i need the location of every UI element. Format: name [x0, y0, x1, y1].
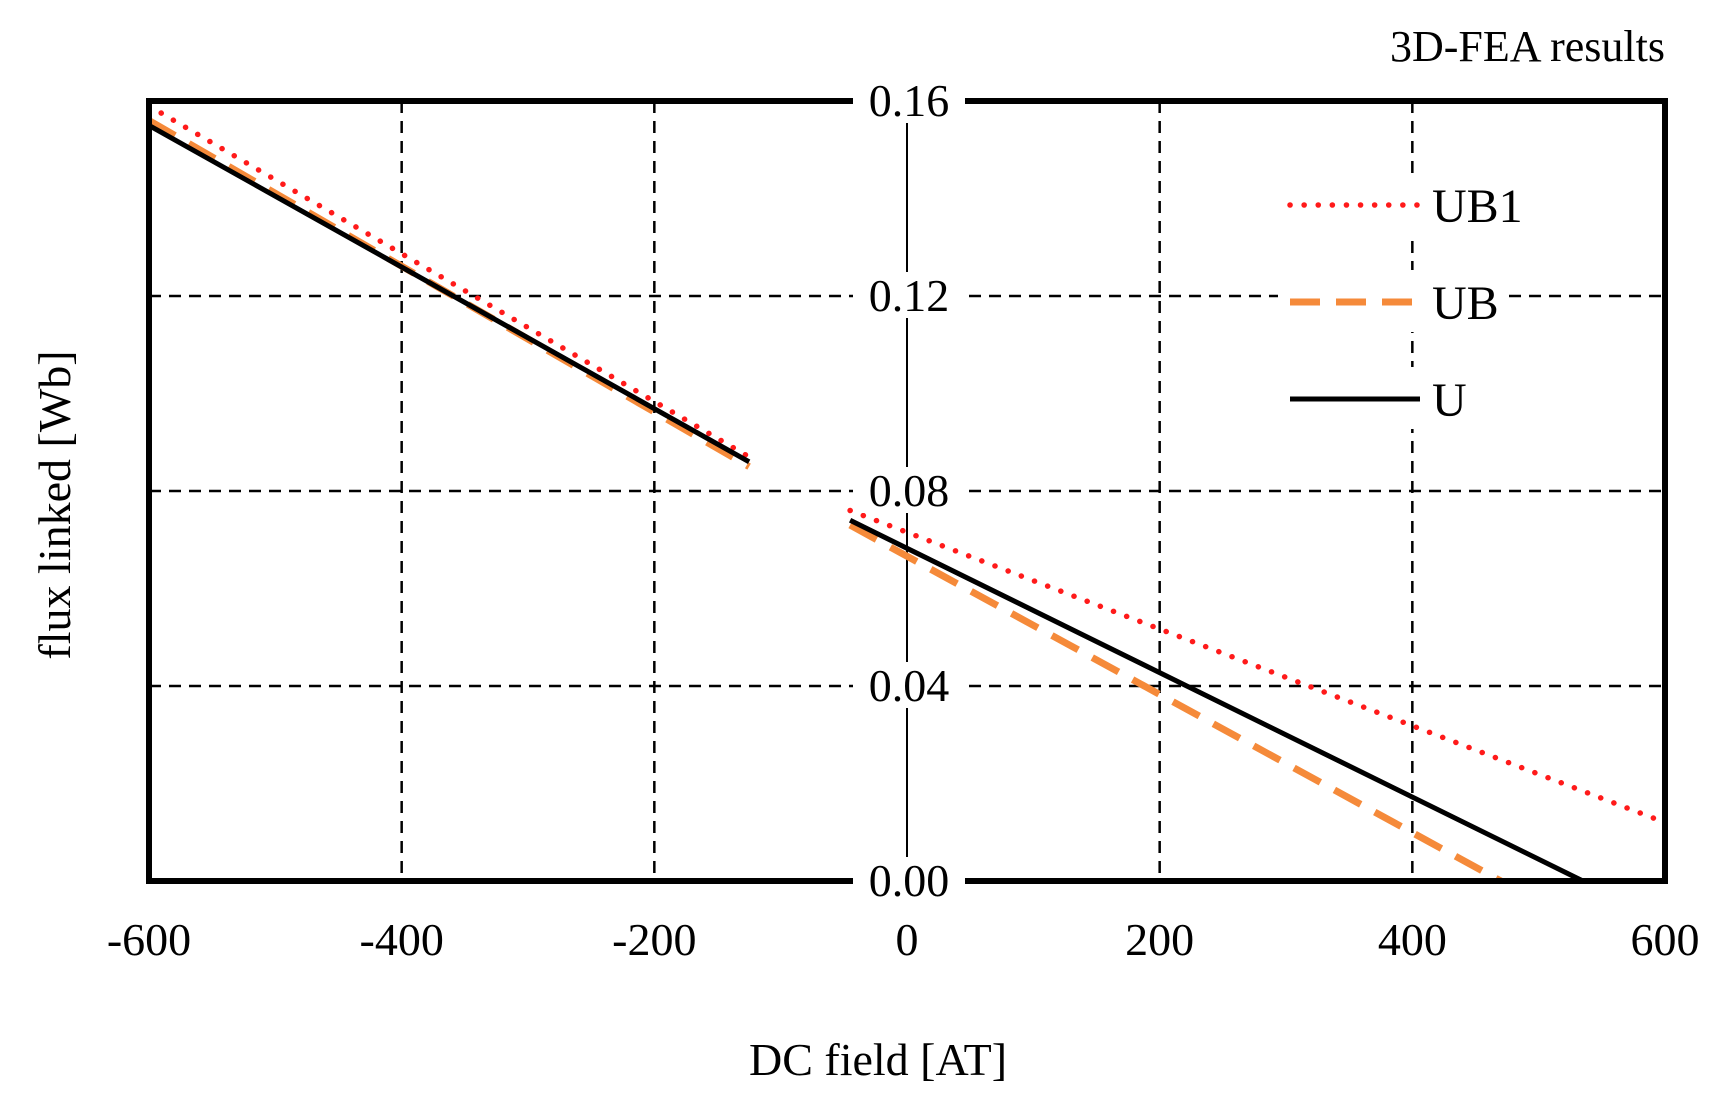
- legend-label: UB1: [1432, 180, 1523, 233]
- series-line-ub1: [146, 103, 752, 460]
- y-tick-label-bg: [853, 662, 965, 708]
- legend-label: UB: [1432, 277, 1499, 330]
- legend-label: U: [1432, 374, 1467, 427]
- x-tick-label: 400: [1378, 914, 1447, 965]
- y-tick-label: 0.08: [869, 465, 950, 516]
- y-tick-label: 0.16: [869, 75, 950, 126]
- x-tick-label: 600: [1631, 914, 1700, 965]
- x-tick-label: -400: [360, 914, 444, 965]
- x-tick-label: -600: [107, 914, 191, 965]
- x-tick-label: -200: [612, 914, 696, 965]
- x-tick-label: 200: [1125, 914, 1194, 965]
- legend: UB1 UB U: [1278, 173, 1523, 429]
- series-line-u: [848, 518, 1585, 884]
- y-tick-label-bg: [853, 857, 965, 903]
- y-tick-label-bg: [853, 467, 965, 513]
- chart-title: 3D-FEA results: [1390, 22, 1665, 71]
- x-tick-label: 0: [896, 914, 919, 965]
- y-tick-label: 0.12: [869, 270, 950, 321]
- series-line-u: [147, 123, 751, 464]
- y-tick-label-bg: [853, 272, 965, 318]
- y-tick-label: 0.04: [869, 660, 950, 711]
- y-tick-label: 0.00: [869, 855, 950, 906]
- y-axis-label: flux linked [Wb]: [29, 350, 80, 659]
- x-axis-label: DC field [AT]: [749, 1034, 1007, 1085]
- tick-labels: 0.00 0.04 0.08 0.12 0.16 -600 -400 -200 0 200 400 6…: [107, 75, 1700, 965]
- series-layer: [146, 103, 1668, 885]
- y-tick-label-bg: [853, 77, 965, 123]
- series-line-ub: [848, 522, 1503, 885]
- series-line-ub1: [847, 507, 1668, 826]
